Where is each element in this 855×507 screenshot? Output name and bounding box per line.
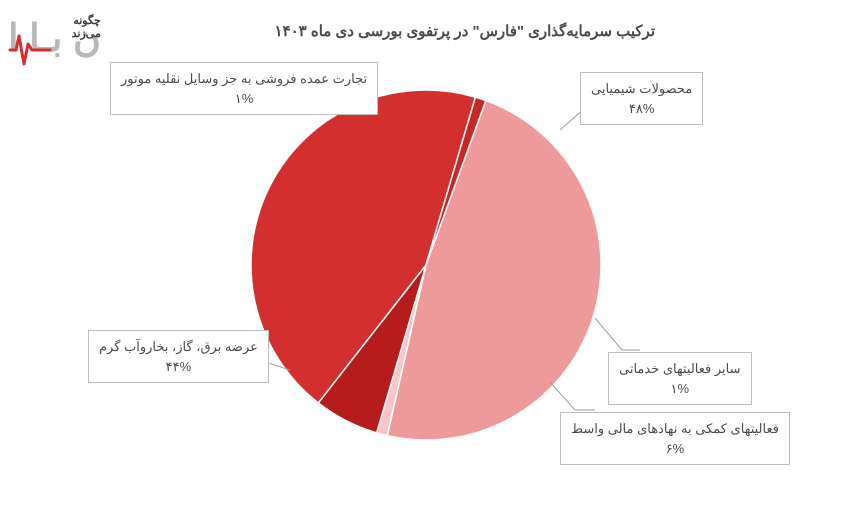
callout-box: محصولات شیمیایی۴۸% (580, 72, 703, 125)
brand-logo: چگونه می‌زند ن بـا ا (8, 12, 101, 58)
callout-label: محصولات شیمیایی (591, 79, 692, 99)
leader-line (550, 382, 595, 410)
callout-pct: ۱% (619, 379, 741, 399)
callout-pct: ۶% (571, 439, 779, 459)
callout-label: فعالیتهای کمکی به نهادهای مالی واسط (571, 419, 779, 439)
callout-label: تجارت عمده فروشی به جز وسایل نقلیه موتور (121, 69, 367, 89)
callout-pct: ۴۴% (99, 357, 258, 377)
leader-line (595, 318, 640, 350)
callout-label: سایر فعالیتهای خدماتی (619, 359, 741, 379)
callout-box: تجارت عمده فروشی به جز وسایل نقلیه موتور… (110, 62, 378, 115)
callout-box: سایر فعالیتهای خدماتی۱% (608, 352, 752, 405)
callout-pct: ۴۸% (591, 99, 692, 119)
callout-box: عرضه برق، گاز، بخاروآب گرم۴۴% (88, 330, 269, 383)
callout-pct: ۱% (121, 89, 367, 109)
callout-label: عرضه برق، گاز، بخاروآب گرم (99, 337, 258, 357)
chart-title: ترکیب سرمایه‌گذاری "فارس" در پرتفوی بورس… (274, 22, 655, 40)
logo-subtext: چگونه می‌زند (50, 14, 101, 40)
callout-box: فعالیتهای کمکی به نهادهای مالی واسط۶% (560, 412, 790, 465)
